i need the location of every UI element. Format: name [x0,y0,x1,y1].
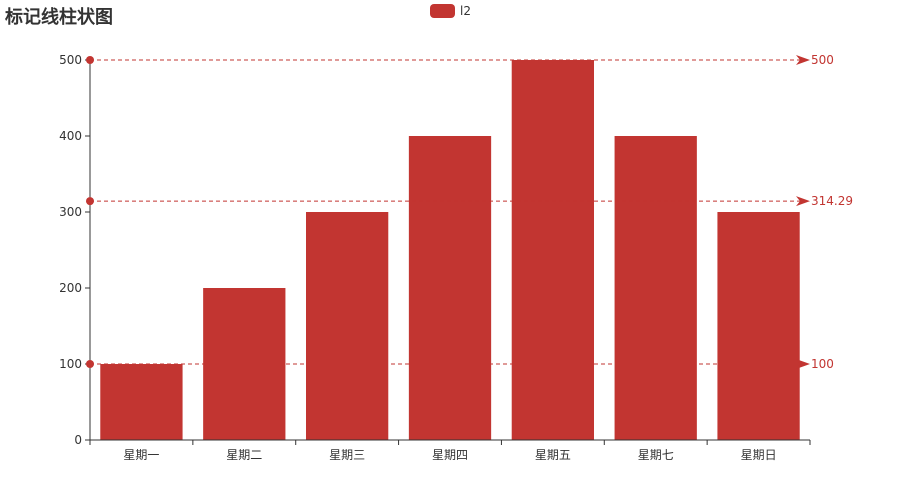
mark-line-start-point [86,360,94,368]
chart-title: 标记线柱状图 [5,7,113,28]
mark-line-arrow [796,196,810,207]
y-tick-label: 500 [59,53,82,67]
y-tick-label: 200 [59,281,82,295]
x-tick-label: 星期七 [638,448,674,462]
x-tick-label: 星期一 [123,448,159,462]
x-tick-label: 星期四 [432,448,468,462]
x-tick-label: 星期五 [535,448,571,462]
mark-line-start-point [86,56,94,64]
y-tick-label: 100 [59,357,82,371]
mark-line-arrow [796,55,810,65]
legend-item-l2[interactable]: l2 [430,4,471,18]
mark-line-arrow [796,359,810,369]
bar[interactable] [717,212,800,440]
legend-label: l2 [460,4,471,18]
legend-swatch [430,4,455,18]
x-tick-label: 星期二 [226,448,262,462]
mark-line-label: 314.29 [811,194,853,208]
mark-line-label: 100 [811,357,834,371]
mark-line-label: 500 [811,53,834,67]
bar[interactable] [306,212,389,440]
bar[interactable] [511,60,594,440]
bar[interactable] [614,136,697,440]
x-tick-label: 星期三 [329,448,365,462]
bar[interactable] [408,136,492,440]
x-tick-label: 星期日 [741,448,777,462]
y-tick-label: 0 [74,433,82,447]
y-tick-label: 300 [59,205,82,219]
bar[interactable] [100,364,183,440]
mark-line-start-point [86,197,94,206]
y-tick-label: 400 [59,129,82,143]
